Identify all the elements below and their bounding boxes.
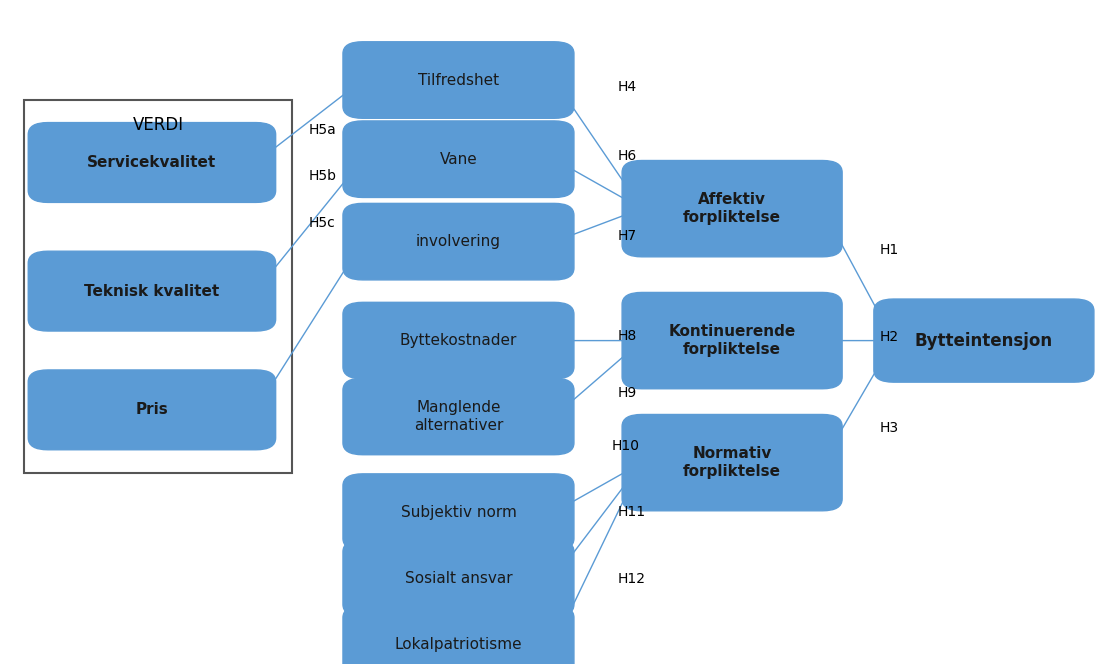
Text: H11: H11 <box>618 505 645 519</box>
Text: H3: H3 <box>880 421 899 435</box>
FancyBboxPatch shape <box>343 121 574 198</box>
Text: H12: H12 <box>618 572 645 587</box>
FancyBboxPatch shape <box>29 251 276 331</box>
FancyBboxPatch shape <box>343 203 574 280</box>
Text: H4: H4 <box>618 79 636 94</box>
Text: Bytteintensjon: Bytteintensjon <box>914 331 1053 349</box>
Text: H2: H2 <box>880 329 899 343</box>
Text: Byttekostnader: Byttekostnader <box>399 333 517 348</box>
Text: Affektiv
forpliktelse: Affektiv forpliktelse <box>683 192 781 225</box>
Bar <box>24 100 292 472</box>
FancyBboxPatch shape <box>343 42 574 118</box>
FancyBboxPatch shape <box>343 540 574 617</box>
FancyBboxPatch shape <box>874 299 1094 382</box>
Text: H5b: H5b <box>309 169 336 182</box>
FancyBboxPatch shape <box>29 370 276 450</box>
Text: H9: H9 <box>618 386 636 400</box>
Text: H5c: H5c <box>309 216 335 230</box>
Text: Manglende
alternativer: Manglende alternativer <box>414 400 503 433</box>
FancyBboxPatch shape <box>343 378 574 455</box>
Text: VERDI: VERDI <box>132 116 183 134</box>
Text: Teknisk kvalitet: Teknisk kvalitet <box>84 284 219 299</box>
FancyBboxPatch shape <box>29 122 276 202</box>
Text: Normativ
forpliktelse: Normativ forpliktelse <box>683 446 781 479</box>
Text: H5a: H5a <box>309 122 336 136</box>
FancyBboxPatch shape <box>622 414 842 511</box>
Text: H8: H8 <box>618 329 636 343</box>
Text: H7: H7 <box>618 229 636 243</box>
Text: Subjektiv norm: Subjektiv norm <box>400 504 516 520</box>
Text: H6: H6 <box>618 149 636 163</box>
FancyBboxPatch shape <box>622 160 842 257</box>
Text: involvering: involvering <box>416 234 501 249</box>
Text: Servicekvalitet: Servicekvalitet <box>87 155 216 170</box>
Text: Lokalpatriotisme: Lokalpatriotisme <box>395 637 522 651</box>
FancyBboxPatch shape <box>622 293 842 389</box>
Text: Sosialt ansvar: Sosialt ansvar <box>405 570 512 586</box>
FancyBboxPatch shape <box>343 303 574 379</box>
FancyBboxPatch shape <box>343 474 574 550</box>
Text: H1: H1 <box>880 242 899 257</box>
Text: Vane: Vane <box>440 152 478 167</box>
Text: Tilfredshet: Tilfredshet <box>418 73 499 88</box>
FancyBboxPatch shape <box>343 606 574 668</box>
Text: Pris: Pris <box>136 402 169 418</box>
Text: H10: H10 <box>612 439 640 453</box>
Text: Kontinuerende
forpliktelse: Kontinuerende forpliktelse <box>668 325 795 357</box>
